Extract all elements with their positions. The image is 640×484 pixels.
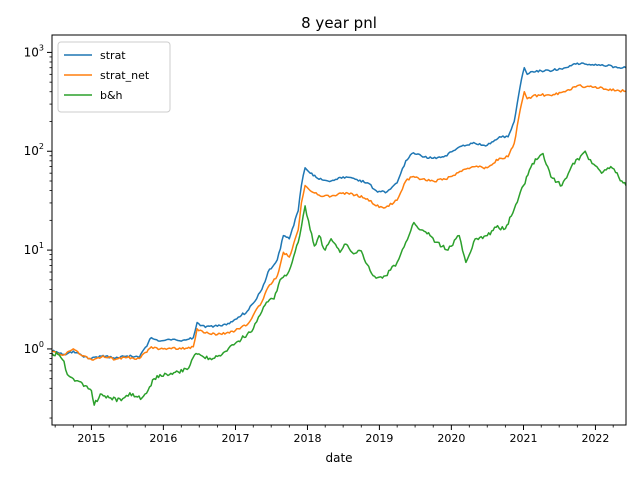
x-tick-label-2016: 2016 <box>149 432 177 445</box>
legend-label-bh: b&h <box>100 89 123 102</box>
x-tick-label-2018: 2018 <box>293 432 321 445</box>
series-line-b-h <box>51 150 627 406</box>
x-tick-label-2015: 2015 <box>77 432 105 445</box>
plot-frame <box>51 34 627 426</box>
series-layer <box>51 62 627 406</box>
chart-title: 8 year pnl <box>301 14 377 32</box>
x-axis-label: date <box>325 451 352 465</box>
x-tick-label-2019: 2019 <box>365 432 393 445</box>
series-line-strat-net <box>51 84 627 361</box>
x-tick-label-2017: 2017 <box>222 432 250 445</box>
x-tick-label-2021: 2021 <box>510 432 538 445</box>
series-line-strat <box>51 62 627 360</box>
legend: strat strat_net b&h <box>57 41 171 113</box>
x-tick-label-2022: 2022 <box>581 432 609 445</box>
legend-label-strat: strat <box>100 49 126 62</box>
legend-label-strat-net: strat_net <box>100 69 150 82</box>
axis-layer: 2015 2016 2017 2018 2019 2020 2021 202210010110… <box>24 43 614 445</box>
x-tick-label-2020: 2020 <box>437 432 465 445</box>
